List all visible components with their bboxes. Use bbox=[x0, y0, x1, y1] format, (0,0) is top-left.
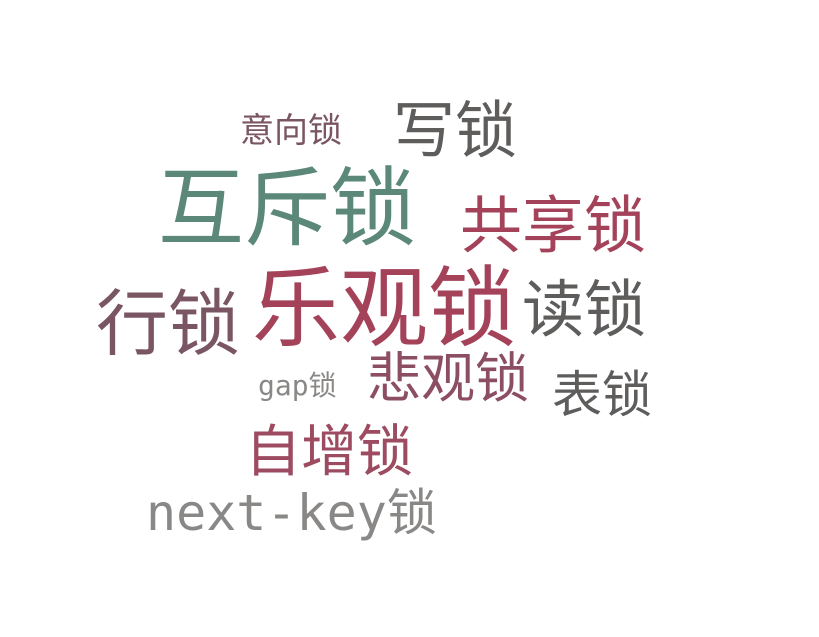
word-next-key-prefix: next-key bbox=[146, 484, 387, 542]
word-pessimistic-lock: 悲观锁 bbox=[367, 347, 529, 410]
word-gap-lock-suffix: 锁 bbox=[308, 369, 337, 402]
word-intention-lock: 意向锁 bbox=[240, 111, 342, 151]
word-read-lock: 读锁 bbox=[522, 273, 647, 346]
word-gap-lock-prefix: gap bbox=[258, 369, 309, 402]
word-write-lock: 写锁 bbox=[393, 94, 518, 167]
word-gap-lock: gap锁 bbox=[258, 372, 337, 400]
word-mutex-lock: 互斥锁 bbox=[158, 159, 416, 259]
word-optimistic-lock: 乐观锁 bbox=[252, 257, 517, 360]
word-next-key-suffix: 锁 bbox=[386, 484, 437, 542]
word-shared-lock: 共享锁 bbox=[460, 189, 647, 262]
word-auto-inc-lock: 自增锁 bbox=[245, 420, 413, 485]
word-row-lock: 行锁 bbox=[96, 282, 241, 366]
word-table-lock: 表锁 bbox=[552, 366, 652, 424]
word-next-key-lock: next-key锁 bbox=[146, 488, 437, 538]
